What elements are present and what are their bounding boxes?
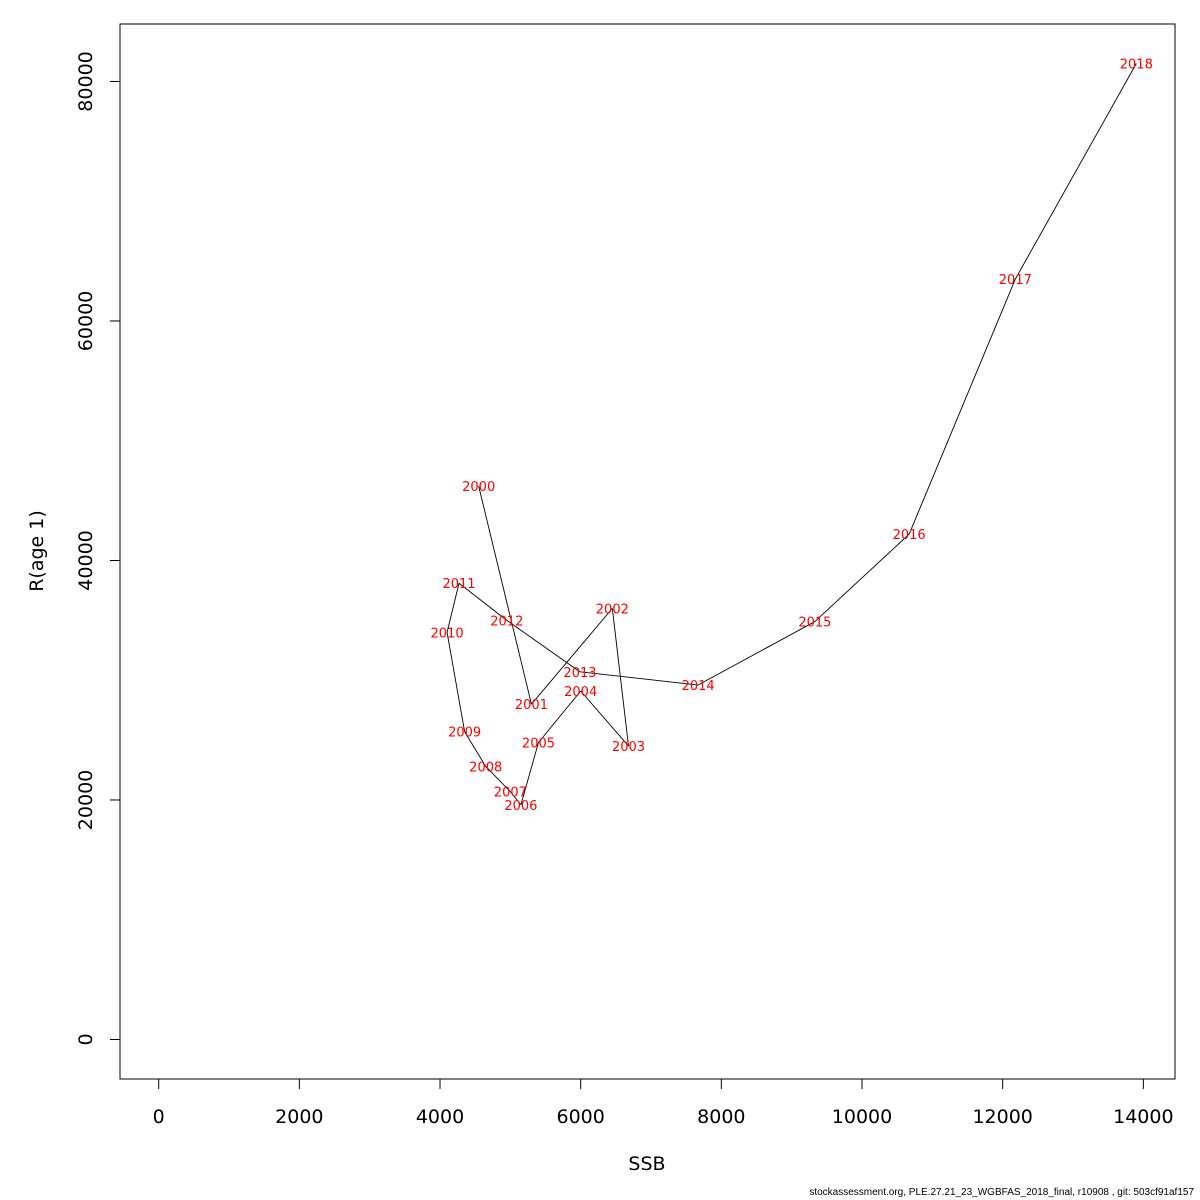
series-segment xyxy=(580,690,629,747)
point-label: 2016 xyxy=(893,528,926,543)
point-label: 2011 xyxy=(442,577,475,592)
point-label: 2007 xyxy=(494,786,527,801)
point-label: 2015 xyxy=(798,616,831,631)
point-label: 2018 xyxy=(1120,58,1153,73)
y-tick-label: 40000 xyxy=(75,530,97,590)
point-label: 2006 xyxy=(504,799,537,814)
point-label: 2012 xyxy=(490,614,523,629)
x-tick-label: 10000 xyxy=(832,1106,892,1128)
point-label: 2000 xyxy=(462,480,495,495)
series-segment xyxy=(1014,63,1137,280)
point-label: 2003 xyxy=(612,740,645,755)
y-tick-label: 20000 xyxy=(75,770,97,830)
series-segment xyxy=(697,621,816,686)
series-segment xyxy=(446,632,466,732)
x-tick-label: 4000 xyxy=(416,1106,464,1128)
series-segment xyxy=(446,583,460,633)
x-tick-label: 6000 xyxy=(557,1106,605,1128)
series-segment xyxy=(458,582,508,621)
point-label: 2010 xyxy=(431,626,464,641)
point-label: 2017 xyxy=(999,273,1032,288)
x-tick-label: 8000 xyxy=(697,1106,745,1128)
series-segment xyxy=(611,608,629,747)
point-label: 2002 xyxy=(596,602,629,617)
x-tick-label: 2000 xyxy=(275,1106,323,1128)
footer-note: stockassessment.org, PLE.27.21_23_WGBFAS… xyxy=(809,1187,1194,1198)
y-tick-label: 60000 xyxy=(75,291,97,351)
series-segment xyxy=(538,690,582,743)
x-axis: 0 2000 4000 6000 8000 10000 12000 14000 xyxy=(153,1078,1174,1128)
point-label: 2014 xyxy=(682,679,715,694)
y-axis-title: R(age 1) xyxy=(26,510,48,592)
series-segment xyxy=(509,791,522,806)
series-segment xyxy=(814,533,910,622)
point-label: 2004 xyxy=(564,685,597,700)
series-segment xyxy=(908,278,1016,535)
y-tick-label: 0 xyxy=(75,1033,97,1045)
series-segment xyxy=(520,742,539,805)
series-segment xyxy=(579,671,699,686)
point-label: 2009 xyxy=(448,726,481,741)
point-label: 2001 xyxy=(515,698,548,713)
y-axis: 0 20000 40000 60000 80000 xyxy=(75,51,121,1046)
point-label: 2008 xyxy=(469,760,502,775)
series-segment xyxy=(485,766,511,792)
x-tick-label: 0 xyxy=(153,1106,165,1128)
x-tick-label: 14000 xyxy=(1113,1106,1173,1128)
point-label: 2013 xyxy=(563,666,596,681)
plot-frame xyxy=(119,23,1176,1080)
x-axis-title: SSB xyxy=(628,1153,665,1175)
series-segment xyxy=(531,608,613,705)
series-segment xyxy=(478,486,532,705)
series-line xyxy=(446,63,1137,806)
series-segment xyxy=(506,619,581,673)
y-tick-label: 80000 xyxy=(75,51,97,111)
x-tick-label: 12000 xyxy=(972,1106,1032,1128)
point-label: 2005 xyxy=(522,737,555,752)
series-segment xyxy=(464,731,487,767)
